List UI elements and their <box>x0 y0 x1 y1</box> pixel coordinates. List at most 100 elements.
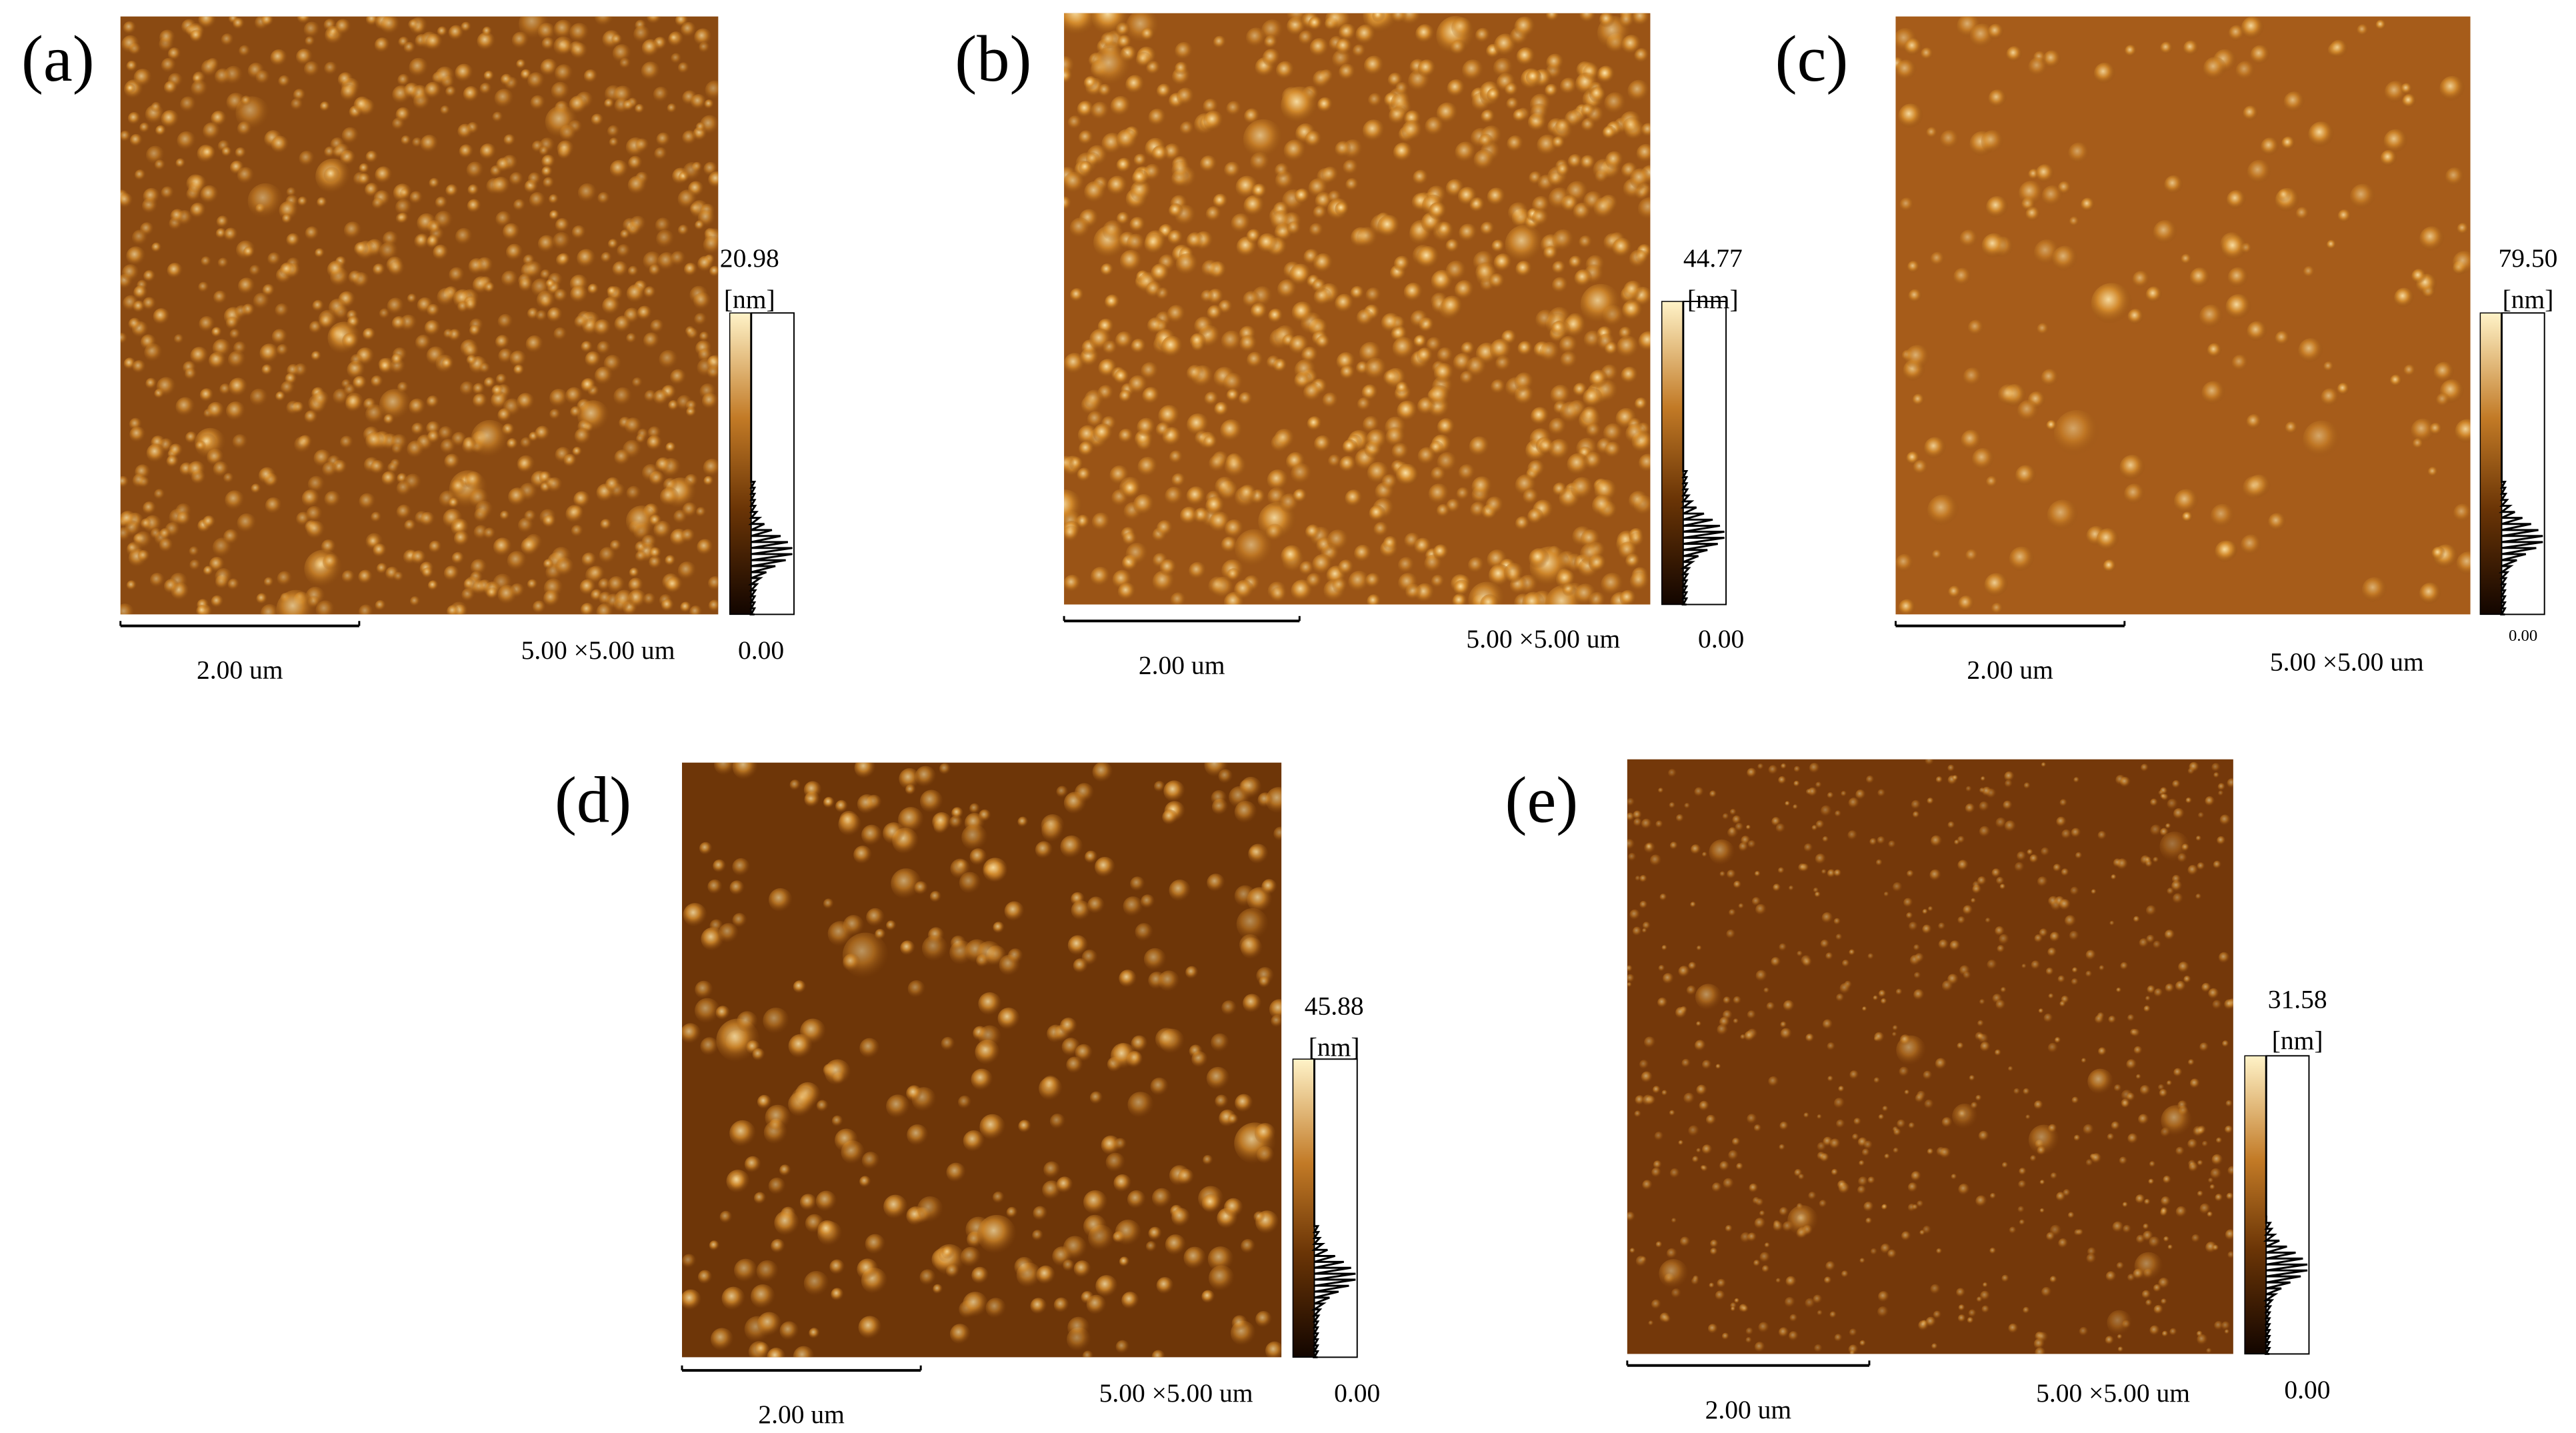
grain <box>2401 83 2413 95</box>
grain <box>543 177 555 189</box>
grain <box>551 81 570 101</box>
color-bar <box>2244 1055 2267 1355</box>
grain <box>2227 267 2249 288</box>
grain <box>1059 1018 1077 1035</box>
grain <box>1580 283 1621 325</box>
grain <box>933 1284 943 1294</box>
grain <box>2153 940 2161 950</box>
grain <box>464 471 483 490</box>
grain <box>1151 263 1170 283</box>
grain <box>161 186 175 200</box>
grain <box>189 175 207 193</box>
grain <box>445 184 459 197</box>
grain <box>1977 876 1987 886</box>
grain <box>1921 47 1934 61</box>
grain <box>1503 563 1525 583</box>
grain <box>2124 483 2145 505</box>
grain <box>125 83 136 94</box>
grain <box>448 25 464 41</box>
grain <box>1838 1086 1845 1092</box>
grain <box>2185 797 2192 804</box>
grain <box>1092 762 1113 783</box>
grain <box>1515 261 1533 278</box>
grain <box>1995 926 2005 936</box>
grain <box>1158 405 1181 427</box>
grain <box>1941 1117 1953 1128</box>
grain <box>581 552 597 567</box>
grain <box>146 443 166 463</box>
grain <box>1808 1192 1817 1200</box>
grain <box>207 401 225 419</box>
grain <box>1265 1341 1282 1358</box>
grain <box>632 377 643 388</box>
grain <box>156 377 176 397</box>
grain <box>1669 842 1678 850</box>
grain <box>2037 876 2048 888</box>
grain <box>1110 96 1131 117</box>
grain <box>201 145 216 161</box>
grain <box>1929 869 1941 882</box>
grain <box>635 138 649 153</box>
grain <box>143 297 157 311</box>
grain <box>495 373 507 385</box>
grain <box>1982 1282 1988 1288</box>
grain <box>641 61 661 81</box>
grain <box>409 596 421 607</box>
grain <box>2189 1078 2200 1089</box>
grain <box>2120 962 2129 970</box>
grain <box>949 1324 971 1344</box>
grain <box>1827 869 1836 878</box>
grain <box>629 567 640 578</box>
grain <box>448 497 460 509</box>
grain <box>2445 167 2465 187</box>
grain <box>1927 906 1933 912</box>
grain <box>1930 251 1945 267</box>
grain <box>461 21 472 33</box>
grain <box>1958 1304 1965 1311</box>
grain <box>1976 1296 1983 1303</box>
grain <box>1627 839 1635 850</box>
grain <box>2197 862 2205 870</box>
histogram <box>1311 1059 1356 1358</box>
grain <box>708 576 719 591</box>
grain <box>1116 129 1138 151</box>
grain <box>547 477 563 493</box>
grain <box>1214 401 1229 417</box>
grain <box>803 1270 829 1296</box>
grain <box>505 243 523 261</box>
grain <box>1391 443 1409 461</box>
grain <box>866 908 885 927</box>
grain <box>1754 1218 1766 1229</box>
grain <box>415 334 432 351</box>
grain <box>1621 366 1639 385</box>
grain <box>1591 494 1615 517</box>
grain <box>473 393 488 409</box>
grain <box>1583 64 1600 81</box>
grain <box>1924 437 1947 459</box>
grain <box>1605 151 1624 170</box>
grain <box>155 125 167 137</box>
grain <box>1480 221 1495 237</box>
grain <box>465 299 478 312</box>
grain <box>1339 455 1357 473</box>
grain <box>1239 934 1261 956</box>
grain <box>427 580 439 591</box>
grain <box>627 175 647 195</box>
grain <box>553 327 567 341</box>
grain <box>1926 127 1938 139</box>
grain <box>213 461 229 477</box>
grain <box>600 519 612 531</box>
grain <box>1639 875 1647 883</box>
grain <box>2210 503 2235 529</box>
grain <box>519 277 533 293</box>
grain <box>1745 825 1751 830</box>
grain <box>1313 205 1327 220</box>
grain <box>854 762 876 779</box>
grain <box>1930 1284 1941 1295</box>
grain <box>732 762 758 780</box>
grain <box>1208 1265 1235 1292</box>
grain <box>1041 1075 1060 1094</box>
height-max: 31.58 <box>2268 985 2327 1014</box>
grain <box>555 218 570 233</box>
grain <box>1642 1180 1653 1190</box>
